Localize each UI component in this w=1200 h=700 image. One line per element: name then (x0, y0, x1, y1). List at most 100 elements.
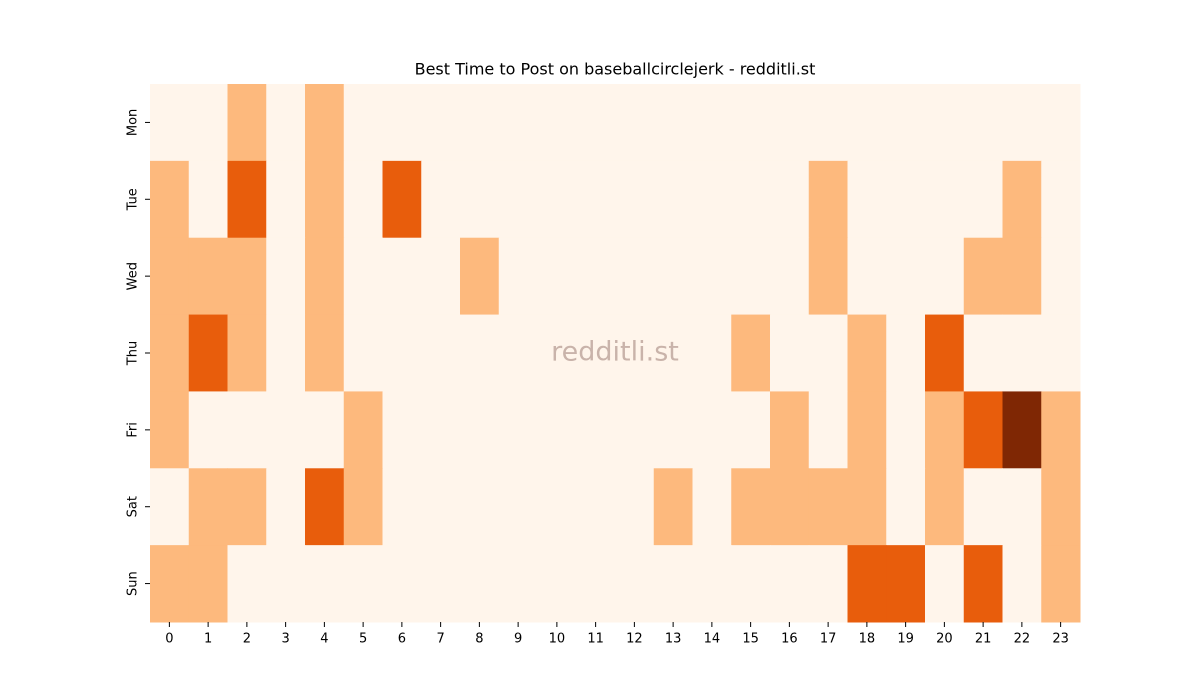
heatmap-cell (886, 391, 926, 469)
watermark: redditli.st (551, 337, 679, 368)
y-tick-label: Mon (126, 109, 141, 136)
heatmap-cell (227, 314, 267, 392)
heatmap-cell (925, 237, 965, 316)
heatmap-cell (576, 545, 616, 623)
heatmap-cell (653, 545, 693, 623)
x-tick-label: 19 (897, 632, 914, 647)
heatmap-cell (1041, 314, 1081, 392)
heatmap-cell (925, 160, 965, 239)
heatmap-cell (615, 545, 655, 623)
x-tick-label: 4 (320, 632, 328, 647)
heatmap-cell (1041, 545, 1081, 623)
heatmap-cell (266, 314, 306, 392)
heatmap-cell (808, 314, 848, 392)
heatmap-cell (692, 545, 732, 623)
heatmap-cell (227, 84, 267, 162)
heatmap-cell (576, 237, 616, 316)
heatmap-cell (460, 314, 500, 392)
heatmap-cell (731, 314, 771, 392)
heatmap-cell (886, 314, 926, 392)
heatmap-cell (382, 468, 422, 546)
heatmap-cell (460, 237, 500, 316)
heatmap-cell (227, 391, 267, 469)
heatmap-cell (692, 160, 732, 239)
heatmap-cell (808, 84, 848, 162)
heatmap-cell (653, 160, 693, 239)
heatmap-cell (343, 237, 383, 316)
x-tick-label: 21 (975, 632, 992, 647)
heatmap-cell (963, 468, 1003, 546)
heatmap-cell (343, 160, 383, 239)
heatmap-cell (963, 160, 1003, 239)
heatmap-cell (266, 237, 306, 316)
x-tick-label: 17 (820, 632, 837, 647)
heatmap-cell (770, 468, 810, 546)
y-tick-label: Sat (126, 496, 141, 517)
heatmap-cell (615, 237, 655, 316)
heatmap-cell (266, 160, 306, 239)
y-tick-label: Fri (126, 422, 141, 438)
heatmap-cell (227, 160, 267, 239)
heatmap-cell (227, 237, 267, 316)
heatmap-cell (498, 237, 538, 316)
heatmap-cell (886, 84, 926, 162)
heatmap-cell (576, 160, 616, 239)
x-tick-label: 14 (704, 632, 721, 647)
heatmap-cell (653, 237, 693, 316)
x-tick-label: 15 (742, 632, 759, 647)
heatmap-cell (576, 314, 616, 392)
heatmap-cell (266, 391, 306, 469)
heatmap-cell (1002, 160, 1042, 239)
chart-title: Best Time to Post on baseballcirclejerk … (415, 60, 816, 79)
heatmap-cell (305, 314, 345, 392)
heatmap-cell (653, 391, 693, 469)
heatmap-cell (188, 160, 228, 239)
heatmap-cell (343, 468, 383, 546)
heatmap-cell (382, 160, 422, 239)
heatmap-cell (188, 237, 228, 316)
heatmap-cell (963, 545, 1003, 623)
x-tick-label: 18 (859, 632, 876, 647)
heatmap-cell (615, 468, 655, 546)
heatmap-cell (847, 391, 887, 469)
heatmap-cell (382, 237, 422, 316)
heatmap-cell (847, 468, 887, 546)
heatmap-cell (576, 468, 616, 546)
heatmap-cell (498, 468, 538, 546)
heatmap-cell (498, 545, 538, 623)
heatmap-cell (770, 314, 810, 392)
heatmap-cell (615, 160, 655, 239)
heatmap-cell (731, 391, 771, 469)
x-tick-label: 0 (165, 632, 173, 647)
x-tick-label: 20 (936, 632, 953, 647)
heatmap-cell (305, 84, 345, 162)
heatmap-cell (770, 84, 810, 162)
heatmap-cell (343, 84, 383, 162)
heatmap-cell (886, 468, 926, 546)
heatmap-cell (421, 237, 461, 316)
heatmap-cell (692, 314, 732, 392)
heatmap-cell (1002, 237, 1042, 316)
heatmap-cell (150, 160, 190, 239)
heatmap-cell (731, 160, 771, 239)
axes: 0 1 2 3 4 5 6 7 8 9 10 11 12 13 14 15 16 17 18 19 20 21 22 23Mo… (126, 109, 1069, 647)
heatmap-cell (382, 545, 422, 623)
x-tick-label: 7 (436, 632, 444, 647)
heatmap-cell (576, 84, 616, 162)
heatmap-cell (150, 468, 190, 546)
heatmap-cell (421, 84, 461, 162)
x-tick-label: 9 (514, 632, 522, 647)
heatmap-cells (150, 84, 1081, 623)
heatmap-cell (150, 391, 190, 469)
heatmap-cell (963, 314, 1003, 392)
heatmap-cell (537, 314, 577, 392)
heatmap-cell (537, 160, 577, 239)
heatmap-cell (770, 160, 810, 239)
heatmap-cell (421, 468, 461, 546)
heatmap-cell (498, 391, 538, 469)
heatmap-cell (925, 545, 965, 623)
heatmap-cell (1002, 545, 1042, 623)
heatmap-cell (615, 391, 655, 469)
heatmap-cell (1002, 84, 1042, 162)
heatmap-cell (808, 237, 848, 316)
